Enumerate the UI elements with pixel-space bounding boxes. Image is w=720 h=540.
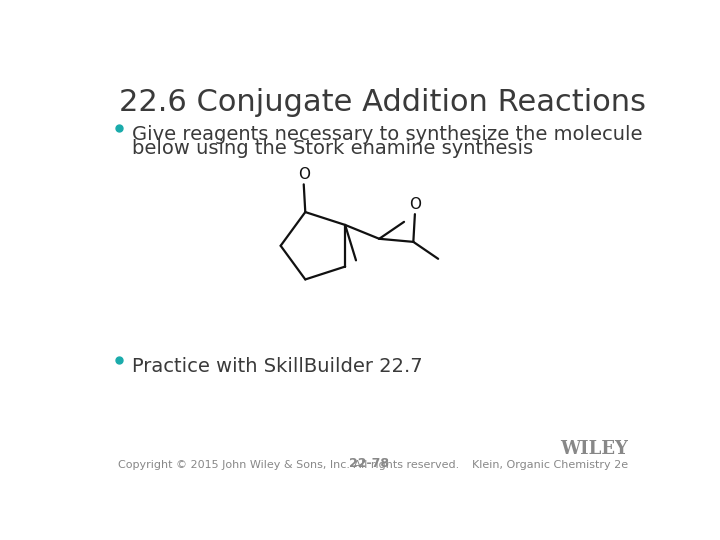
Text: O: O: [298, 167, 310, 182]
Text: Klein, Organic Chemistry 2e: Klein, Organic Chemistry 2e: [472, 460, 628, 470]
Text: 22.6 Conjugate Addition Reactions: 22.6 Conjugate Addition Reactions: [120, 88, 647, 117]
Text: O: O: [409, 197, 421, 212]
Text: WILEY: WILEY: [560, 440, 628, 457]
Text: 22-78: 22-78: [349, 457, 389, 470]
Text: Practice with SkillBuilder 22.7: Practice with SkillBuilder 22.7: [132, 357, 423, 376]
Text: below using the Stork enamine synthesis: below using the Stork enamine synthesis: [132, 139, 533, 159]
Text: Copyright © 2015 John Wiley & Sons, Inc. All rights reserved.: Copyright © 2015 John Wiley & Sons, Inc.…: [118, 460, 459, 470]
Text: Give reagents necessary to synthesize the molecule: Give reagents necessary to synthesize th…: [132, 125, 642, 144]
